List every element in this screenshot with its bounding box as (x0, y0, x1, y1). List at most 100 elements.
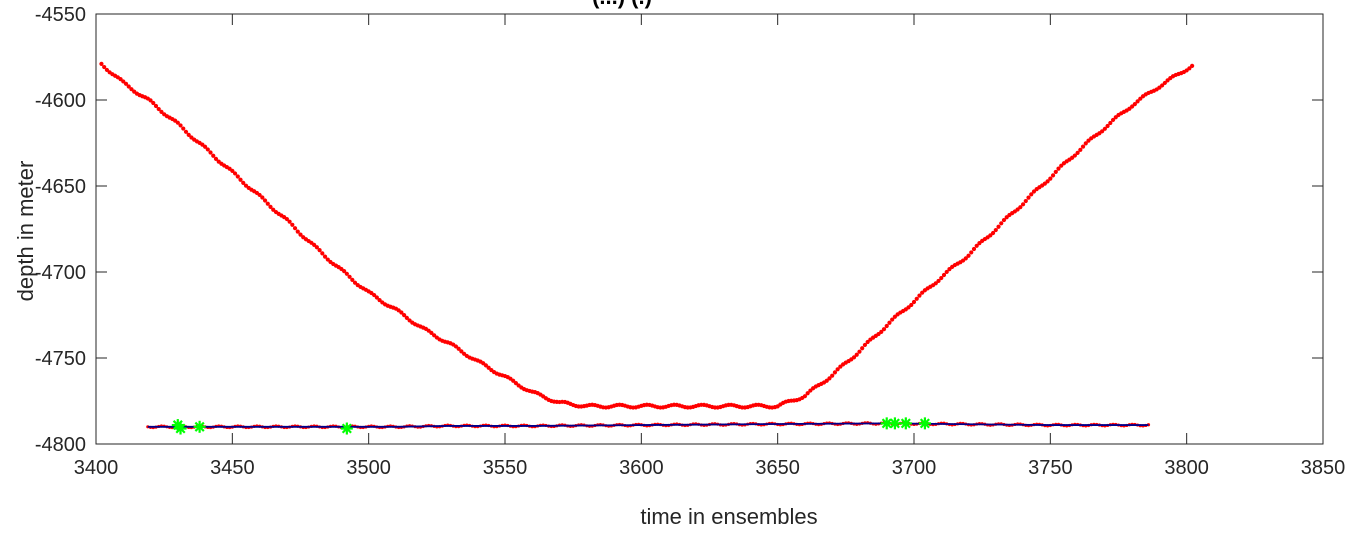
depth-point (230, 168, 235, 173)
star-stroke (175, 423, 186, 434)
depth-point (453, 344, 459, 349)
depth-point (941, 272, 947, 278)
depth-point (350, 277, 355, 282)
plot-area (99, 61, 1195, 435)
star-stroke (919, 418, 930, 429)
x-tick-label: 3400 (74, 457, 119, 479)
depth-point (344, 271, 349, 276)
outlier-star (340, 422, 353, 435)
depth-point (298, 232, 303, 237)
y-tick-label: -4600 (35, 90, 86, 112)
depth-point (1075, 150, 1080, 155)
depth-point (1056, 166, 1061, 171)
depth-point (399, 310, 404, 315)
depth-point (459, 349, 464, 354)
depth-point (1080, 144, 1086, 149)
depth-point (241, 180, 246, 185)
depth-point (513, 381, 519, 386)
depth-point (993, 227, 998, 233)
depth-point (483, 363, 489, 368)
depth-point (933, 281, 938, 286)
y-tick-label: -4700 (35, 262, 86, 284)
depth-point (123, 81, 129, 86)
depth-point (1050, 173, 1056, 178)
depth-point (178, 123, 183, 128)
depth-point (879, 329, 884, 334)
depth-point (208, 150, 213, 155)
depth-point (186, 132, 191, 137)
x-tick-label: 3750 (1028, 457, 1073, 479)
depth-point (265, 201, 270, 206)
plot-frame (95, 13, 1324, 445)
star-stroke (881, 418, 892, 429)
depth-point (322, 254, 328, 259)
depth-point (1029, 192, 1034, 197)
depth-point (999, 221, 1004, 226)
depth-point (1132, 102, 1137, 107)
x-tick-label: 3450 (210, 457, 255, 479)
depth-point (372, 292, 377, 298)
depth-point (148, 98, 153, 103)
depth-point (205, 147, 210, 152)
depth-point (920, 290, 925, 295)
x-tick-label: 3850 (1301, 457, 1346, 479)
depth-point (832, 370, 838, 375)
outlier-star (899, 417, 912, 430)
depth-point (257, 192, 262, 198)
depth-point (996, 224, 1001, 229)
depth-point (287, 219, 292, 224)
series-2-stars (171, 417, 931, 435)
depth-point (183, 129, 189, 134)
depth-point (1162, 80, 1167, 86)
depth-point (317, 248, 322, 253)
depth-point (290, 222, 295, 227)
bottom-line (147, 422, 1149, 428)
depth-point (126, 84, 131, 89)
depth-point (939, 275, 944, 281)
y-tick-label: -4650 (35, 176, 86, 198)
depth-point (854, 352, 859, 357)
depth-point (1187, 66, 1192, 71)
x-tick-label: 3600 (619, 457, 664, 479)
depth-point (911, 299, 917, 305)
outlier-star (888, 417, 901, 430)
x-tick-label: 3800 (1164, 457, 1209, 479)
outlier-star (193, 420, 206, 433)
depth-point (909, 302, 914, 308)
depth-point (232, 171, 238, 176)
depth-point (352, 280, 358, 285)
depth-point (271, 207, 276, 212)
depth-point (1102, 126, 1107, 131)
depth-point (1048, 176, 1053, 181)
depth-point (865, 339, 870, 345)
depth-point (830, 373, 835, 378)
depth-point (121, 79, 126, 84)
depth-point (1130, 104, 1135, 109)
depth-point (1108, 120, 1113, 126)
depth-point (802, 394, 808, 399)
depth-point (314, 245, 319, 250)
x-axis-label: time in ensembles (640, 504, 817, 529)
depth-point (268, 204, 273, 209)
x-tick-label: 3700 (892, 457, 937, 479)
depth-point (914, 296, 919, 301)
depth-point (851, 355, 857, 360)
depth-point (159, 109, 164, 114)
star-stroke (341, 423, 352, 434)
depth-point (402, 313, 407, 318)
depth-point (917, 293, 922, 298)
depth-point (292, 226, 298, 231)
chart-title: (...) (.) (592, 0, 652, 9)
depth-point (211, 153, 216, 158)
depth-point (1190, 63, 1195, 68)
depth-point (486, 365, 491, 370)
depth-point (181, 126, 186, 131)
depth-point (374, 295, 379, 300)
depth-point (1110, 117, 1116, 123)
depth-point (213, 156, 219, 161)
depth-point (827, 376, 832, 381)
depth-point (262, 198, 268, 203)
depth-point (892, 314, 898, 319)
